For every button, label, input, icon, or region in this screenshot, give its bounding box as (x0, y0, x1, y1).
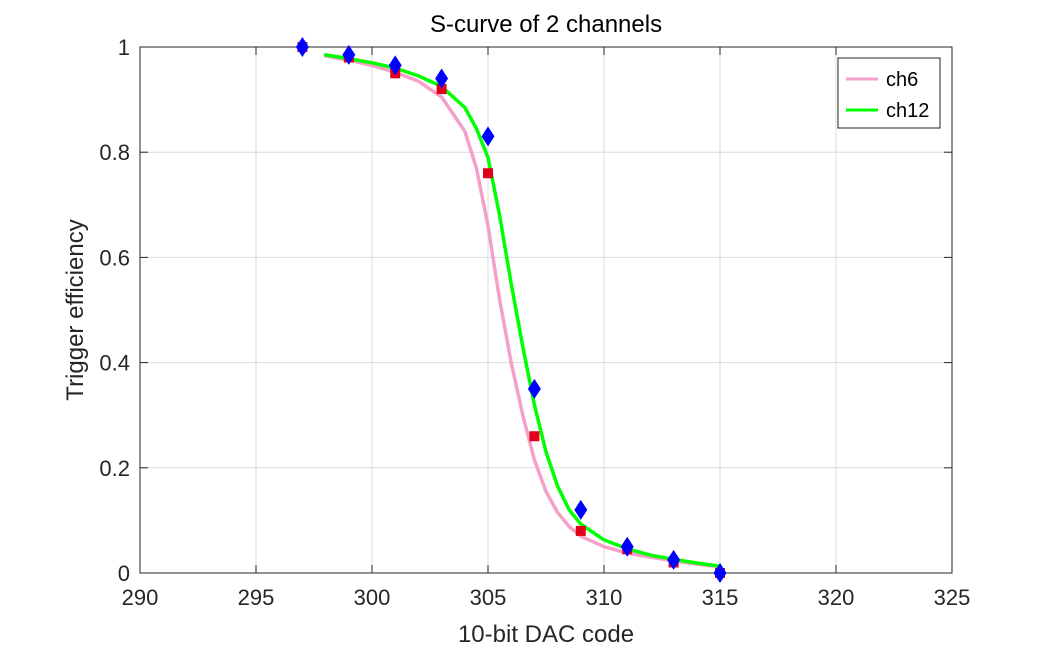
legend-label-ch12: ch12 (886, 100, 929, 122)
x-tick-label: 310 (586, 585, 623, 610)
data-point-ch12 (713, 563, 727, 583)
x-tick-label: 290 (122, 585, 159, 610)
data-point-ch6 (575, 525, 586, 536)
fit-curve-ch6 (323, 54, 722, 569)
legend-box (837, 57, 941, 129)
legend: ch6 ch12 (837, 57, 941, 129)
y-tick-label: 1 (118, 35, 130, 60)
x-tick-label: 300 (354, 585, 391, 610)
y-tick-label: 0 (118, 561, 130, 586)
data-point-ch12 (295, 37, 309, 57)
fit-curve-ch12 (323, 53, 722, 568)
x-tick-label: 325 (934, 585, 971, 610)
y-axis-label: Trigger efficiency (62, 219, 89, 400)
x-tick-label: 305 (470, 585, 507, 610)
data-point-ch12 (481, 126, 495, 147)
y-tick-label: 0.4 (99, 351, 130, 376)
data-point-ch12 (342, 44, 356, 65)
plot-area-frame (139, 46, 953, 574)
axis-ticks: 290 295 300 305 310 315 320 325 0 0.2 0.4 0.6 0.8 1 (99, 35, 970, 610)
data-point-ch6 (436, 84, 447, 95)
data-point-ch6 (483, 168, 493, 179)
y-tick-label: 0.6 (99, 245, 130, 270)
legend-label-ch6: ch6 (886, 69, 918, 91)
x-tick-label: 320 (818, 585, 855, 610)
data-point-ch12 (667, 549, 681, 570)
data-point-ch12 (435, 68, 449, 89)
x-tick-label: 315 (702, 585, 739, 610)
data-point-ch6 (529, 431, 540, 442)
x-tick-label: 295 (238, 585, 275, 610)
data-point-ch12 (620, 536, 634, 557)
y-tick-label: 0.2 (99, 456, 130, 481)
data-point-ch12 (527, 378, 541, 399)
data-markers (295, 37, 727, 583)
x-axis-label: 10-bit DAC code (458, 621, 634, 646)
y-tick-label: 0.8 (99, 140, 130, 165)
fit-curves (323, 53, 722, 569)
data-point-ch12 (574, 499, 588, 520)
data-point-ch12 (388, 55, 402, 76)
chart-title: S-curve of 2 channels (430, 11, 662, 38)
